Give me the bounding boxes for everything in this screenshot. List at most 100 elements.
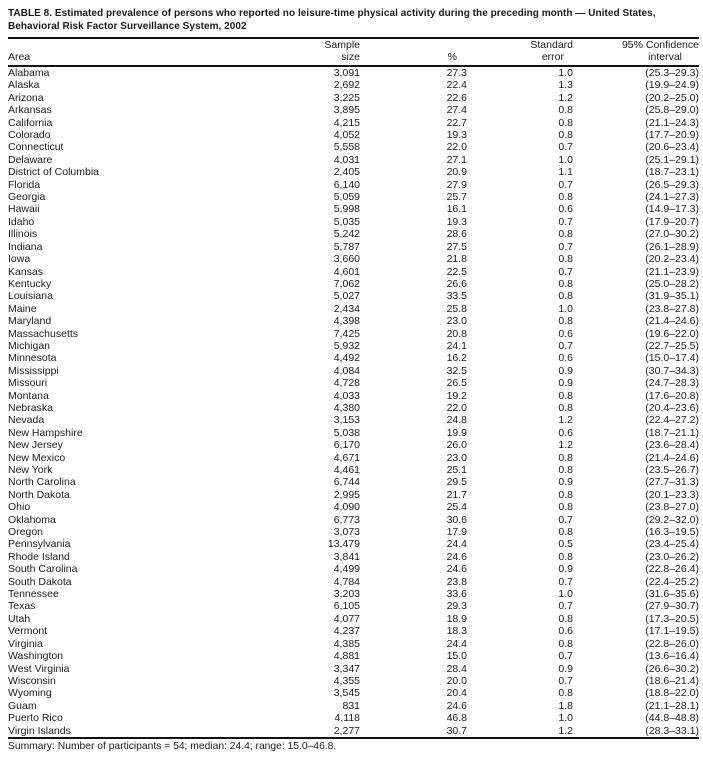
percent-cell: 25.4 [446,501,467,514]
percent-cell: 27.9 [446,178,467,191]
confidence-interval-cell: (24.7–28.3) [645,377,699,390]
percent-cell: 27.3 [446,67,467,79]
table-title: TABLE 8. Estimated prevalence of persons… [8,8,656,32]
table-row: Florida 6,140 27.9 0.7 (26.5–29.3) [8,179,699,191]
percent-cell: 22.0 [446,401,467,414]
standard-error-cell: 0.8 [558,191,573,204]
area-cell: North Carolina [8,476,76,489]
area-cell: Guam [8,699,37,712]
table-row: Louisiana 5,027 33.5 0.8 (31.9–35.1) [8,290,699,302]
standard-error-cell: 0.7 [558,600,573,613]
standard-error-cell: 0.7 [558,575,573,588]
confidence-interval-cell: (27.0–30.2) [645,228,699,241]
sample-size-cell: 4,671 [333,451,360,464]
confidence-interval-cell: (18.7–23.1) [645,166,699,179]
area-cell: Oklahoma [8,513,56,526]
standard-error-cell: 0.6 [558,203,573,216]
area-cell: West Virginia [8,662,70,675]
standard-error-cell: 0.7 [558,141,573,154]
confidence-interval-cell: (25.8–29.0) [645,104,699,117]
table-row: Massachusetts 7,425 20.8 0.6 (19.6–22.0) [8,328,699,340]
confidence-interval-cell: (14.9–17.3) [645,203,699,216]
percent-cell: 22.5 [446,265,467,278]
percent-cell: 20.8 [446,327,467,340]
percent-cell: 29.3 [446,600,467,613]
area-cell: Arkansas [8,104,52,117]
standard-error-cell: 1.2 [558,724,573,737]
sample-size-cell: 5,242 [333,228,360,241]
percent-cell: 22.4 [446,79,467,92]
table-row: Missouri 4,728 26.5 0.9 (24.7–28.3) [8,377,699,389]
table-row: Hawaii 5,998 16.1 0.6 (14.9–17.3) [8,203,699,215]
sample-size-cell: 3,660 [333,253,360,266]
confidence-interval-cell: (20.2–25.0) [645,91,699,104]
confidence-interval-cell: (18.8–22.0) [645,687,699,700]
percent-cell: 22.6 [446,91,467,104]
sample-size-cell: 4,031 [333,153,360,166]
standard-error-cell: 0.8 [558,550,573,563]
table-row: Montana 4,033 19.2 0.8 (17.6–20.8) [8,390,699,402]
standard-error-cell: 0.8 [558,389,573,402]
table-row: Vermont 4,237 18.3 0.6 (17.1–19.5) [8,625,699,637]
sample-size-cell: 5,035 [333,215,360,228]
area-cell: Massachusetts [8,327,79,340]
area-cell: Florida [8,178,41,191]
sample-size-cell: 3,545 [333,687,360,700]
standard-error-cell: 0.7 [558,339,573,352]
percent-cell: 21.8 [446,253,467,266]
sample-size-cell: 4,380 [333,401,360,414]
area-cell: District of Columbia [8,166,100,179]
standard-error-cell: 0.7 [558,674,573,687]
percent-cell: 20.9 [446,166,467,179]
area-cell: Pennsylvania [8,538,71,551]
confidence-interval-cell: (25.1–29.1) [645,153,699,166]
table-row: New Jersey 6,170 26.0 1.2 (23.6–28.4) [8,439,699,451]
area-cell: Louisiana [8,290,53,303]
confidence-interval-cell: (22.8–26.0) [645,637,699,650]
column-header-sample-size: Sample size [298,38,360,67]
table-row: Michigan 5,932 24.1 0.7 (22.7–25.5) [8,340,699,352]
confidence-interval-cell: (26.1–28.9) [645,240,699,253]
sample-size-cell: 7,425 [333,327,360,340]
column-header-top: Standard [530,39,573,51]
table-row: New York 4,461 25.1 0.8 (23.5–26.7) [8,464,699,476]
confidence-interval-cell: (23.6–28.4) [645,439,699,452]
sample-size-cell: 4,215 [333,116,360,129]
percent-cell: 20.0 [446,674,467,687]
area-cell: Maryland [8,315,52,328]
confidence-interval-cell: (24.1–27.3) [645,191,699,204]
confidence-interval-cell: (18.6–21.4) [645,674,699,687]
column-header-area: Area [8,38,298,67]
area-cell: Nevada [8,414,45,427]
area-cell: Iowa [8,253,31,266]
confidence-interval-cell: (23.8–27.0) [645,501,699,514]
table-row: California 4,215 22.7 0.8 (21.1–24.3) [8,117,699,129]
area-cell: North Dakota [8,488,70,501]
area-cell: Washington [8,650,64,663]
area-cell: Arizona [8,91,44,104]
percent-cell: 27.1 [446,153,467,166]
standard-error-cell: 0.8 [558,612,573,625]
table-row: Colorado 4,052 19.3 0.8 (17.7–20.9) [8,129,699,141]
percent-cell: 27.4 [446,104,467,117]
table-row: Virgin Islands 2,277 30.7 1.2 (28.3–33.1… [8,725,699,738]
area-cell: Wyoming [8,687,52,700]
table-row: Oregon 3,073 17.9 0.8 (16.3–19.5) [8,526,699,538]
sample-size-cell: 5,787 [333,240,360,253]
confidence-interval-cell: (29.2–32.0) [645,513,699,526]
table-row: Kansas 4,601 22.5 0.7 (21.1–23.9) [8,266,699,278]
area-cell: Idaho [8,215,35,228]
standard-error-cell: 1.0 [558,67,573,79]
area-cell: Texas [8,600,36,613]
table-row: West Virginia 3,347 28.4 0.9 (26.6–30.2) [8,663,699,675]
standard-error-cell: 0.8 [558,315,573,328]
table-row: North Dakota 2,995 21.7 0.8 (20.1–23.3) [8,489,699,501]
area-cell: Hawaii [8,203,40,216]
table-row: Maryland 4,398 23.0 0.8 (21.4–24.6) [8,315,699,327]
table-row: Tennessee 3,203 33.6 1.0 (31.6–35.6) [8,588,699,600]
table-body: Alabama 3,091 27.3 1.0 (25.3–29.3) Alask… [8,66,699,738]
table-row: Idaho 5,035 19.3 0.7 (17.9–20.7) [8,216,699,228]
percent-cell: 20.4 [446,687,467,700]
standard-error-cell: 1.3 [558,79,573,92]
standard-error-cell: 1.0 [558,302,573,315]
